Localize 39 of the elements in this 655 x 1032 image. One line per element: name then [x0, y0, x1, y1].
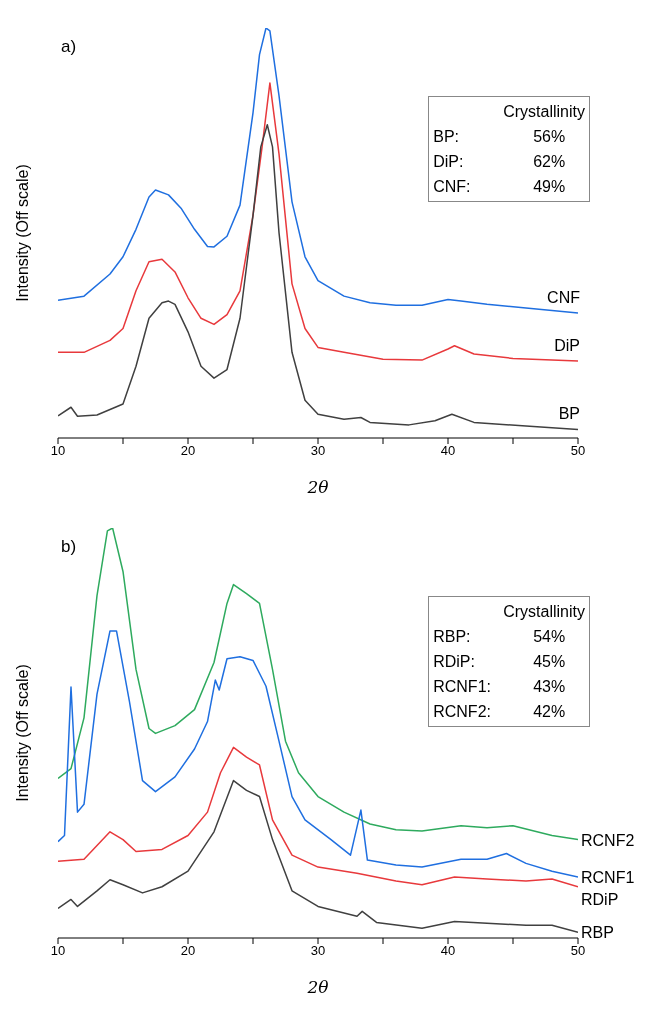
series-label: DiP: [554, 336, 580, 354]
text: b): [61, 537, 77, 556]
annotation: DiP:: [433, 152, 465, 172]
y-axis-title: Intensity (Off scale): [14, 164, 31, 302]
annotation: 62%: [533, 152, 566, 172]
annotation: 56%: [533, 127, 566, 147]
series-label: BP: [558, 405, 580, 423]
x-tick-label: 40: [440, 943, 456, 959]
annotation: 54%: [533, 627, 566, 647]
y-axis-title: Intensity (Off scale): [14, 664, 31, 802]
x-tick-label: 20: [180, 443, 196, 459]
annotation: 45%: [533, 652, 566, 672]
annotation: RCNF2:: [433, 702, 492, 722]
x-tick-label: 10: [50, 943, 66, 959]
text: a): [61, 37, 77, 56]
annotation: CNF:: [433, 177, 472, 197]
annotation: BP:: [433, 127, 460, 147]
x-tick-label: 50: [570, 943, 586, 959]
series-label: RBP: [581, 924, 614, 942]
x-tick-label: 20: [180, 943, 196, 959]
series-label: RCNF1: [581, 868, 635, 886]
annotation: Crystallinity: [502, 102, 585, 122]
x-tick-label: 30: [310, 943, 326, 959]
x-tick-label: 30: [310, 443, 326, 459]
annotation: RDiP:: [433, 652, 476, 672]
annotation: Crystallinity: [502, 602, 585, 622]
series-label: CNF: [547, 288, 581, 306]
x-tick-label: 50: [570, 443, 586, 459]
x-axis-title: 2θ: [306, 977, 329, 997]
x-tick-label: 10: [50, 443, 66, 459]
annotation: 49%: [533, 177, 566, 197]
annotation: 43%: [533, 677, 566, 697]
annotation: RCNF1:: [433, 677, 492, 697]
x-axis-title: 2θ: [306, 477, 329, 497]
series-label: RCNF2: [581, 831, 635, 849]
annotation: 42%: [533, 702, 566, 722]
annotation: RBP:: [433, 627, 472, 647]
series-label: RDiP: [581, 890, 619, 908]
x-tick-label: 40: [440, 443, 456, 459]
